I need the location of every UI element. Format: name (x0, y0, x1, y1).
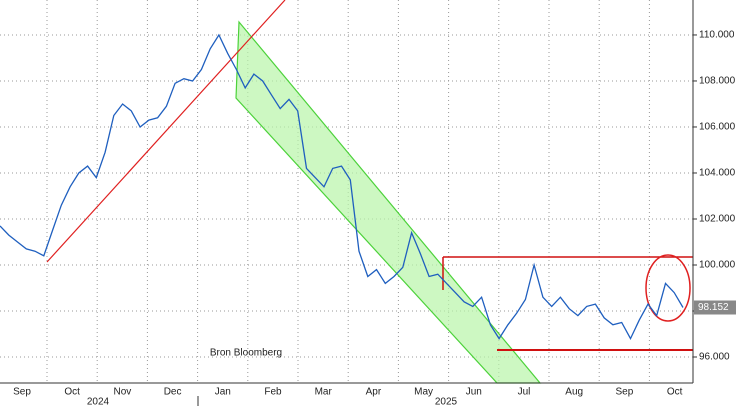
y-tick-label: 106.000 (699, 122, 736, 133)
x-tick-label: Oct (64, 387, 80, 398)
x-tick-label: Jan (215, 387, 231, 398)
annotation: Bron Bloomberg (210, 348, 282, 359)
x-tick-label: Feb (264, 387, 282, 398)
channel (235, 20, 542, 384)
x-tick-label: Jun (466, 387, 482, 398)
last-value-label: 98.152 (698, 302, 729, 313)
y-tick-label: 104.000 (699, 168, 736, 179)
x-tick-label: Oct (667, 387, 683, 398)
x-tick-label: Sep (616, 387, 634, 398)
price-line (0, 33, 684, 341)
x-tick-label: Dec (164, 387, 182, 398)
highlight-ellipse (645, 254, 691, 322)
x-tick-label: Mar (315, 387, 333, 398)
x-tick-label: Sep (13, 387, 31, 398)
y-tick-label: 102.000 (699, 214, 736, 225)
x-tick-label: Nov (114, 387, 132, 398)
trend-line (46, 0, 286, 263)
x-tick-label: Aug (565, 387, 583, 398)
y-tick-label: 100.000 (699, 260, 736, 271)
y-tick-label: 110.000 (699, 30, 735, 41)
x-tick-label: Apr (366, 387, 382, 398)
x-tick-label: May (414, 387, 433, 398)
last-value-box (694, 300, 736, 315)
x-tick-label: Jul (518, 387, 531, 398)
y-tick-label: 96.000 (699, 352, 730, 363)
year-label: 2024 (87, 397, 110, 407)
y-tick-label: 108.000 (699, 76, 736, 87)
year-label: 2025 (435, 397, 458, 407)
